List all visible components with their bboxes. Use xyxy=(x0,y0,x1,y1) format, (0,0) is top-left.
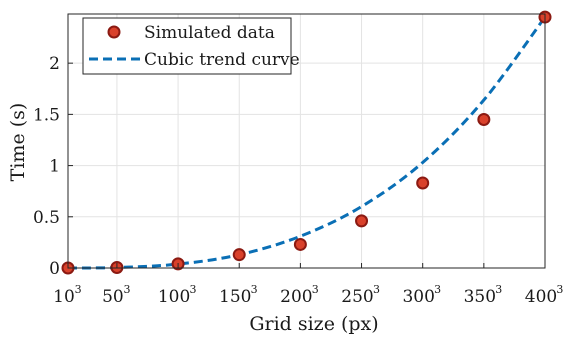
data-point-simulated-data xyxy=(293,237,307,251)
x-tick-exponent: 3 xyxy=(556,283,563,296)
legend-label-cubic-trend-curve: Cubic trend curve xyxy=(144,50,300,70)
data-point-simulated-data xyxy=(477,112,491,126)
x-tick-label: 400 xyxy=(525,287,557,307)
axes-frame xyxy=(67,13,546,269)
x-tick-exponent: 3 xyxy=(434,283,441,296)
y-tick-label: 0.5 xyxy=(33,208,60,228)
x-tick-exponent: 3 xyxy=(75,283,82,296)
x-tick-label: 100 xyxy=(158,287,190,307)
x-axis-label: Grid size (px) xyxy=(249,313,378,335)
data-point-simulated-data xyxy=(355,214,369,228)
y-tick-label: 0 xyxy=(49,259,60,279)
x-axis-ticks: 10 3 50 3 100 3 150 3 200 3 250 3 300 3 350 3 400 3 xyxy=(53,263,563,307)
x-tick-exponent: 3 xyxy=(312,283,319,296)
y-axis-ticks: 0 0.5 1 1.5 2 xyxy=(33,54,73,279)
x-tick-label: 150 xyxy=(219,287,251,307)
x-tick-label: 300 xyxy=(402,287,434,307)
plot-area xyxy=(61,10,552,275)
series-line-cubic-trend-curve xyxy=(67,16,547,270)
y-tick-label: 1 xyxy=(49,157,60,177)
x-tick-label: 10 xyxy=(53,287,75,307)
y-axis-label: Time (s) xyxy=(7,103,29,182)
y-tick-label: 1.5 xyxy=(33,105,60,125)
x-tick-exponent: 3 xyxy=(124,283,131,296)
x-tick-exponent: 3 xyxy=(251,283,258,296)
legend-label-simulated-data: Simulated data xyxy=(144,23,275,43)
y-tick-label: 2 xyxy=(49,54,60,74)
x-tick-label: 250 xyxy=(341,287,373,307)
x-tick-label: 50 xyxy=(102,287,124,307)
legend: Simulated data Cubic trend curve xyxy=(82,17,300,75)
x-tick-label: 350 xyxy=(464,287,496,307)
data-point-simulated-data xyxy=(232,248,246,262)
legend-marker-simulated-data xyxy=(107,25,121,39)
x-tick-exponent: 3 xyxy=(495,283,502,296)
x-tick-exponent: 3 xyxy=(189,283,196,296)
data-point-simulated-data xyxy=(416,176,430,190)
x-tick-label: 200 xyxy=(280,287,312,307)
x-tick-exponent: 3 xyxy=(373,283,380,296)
